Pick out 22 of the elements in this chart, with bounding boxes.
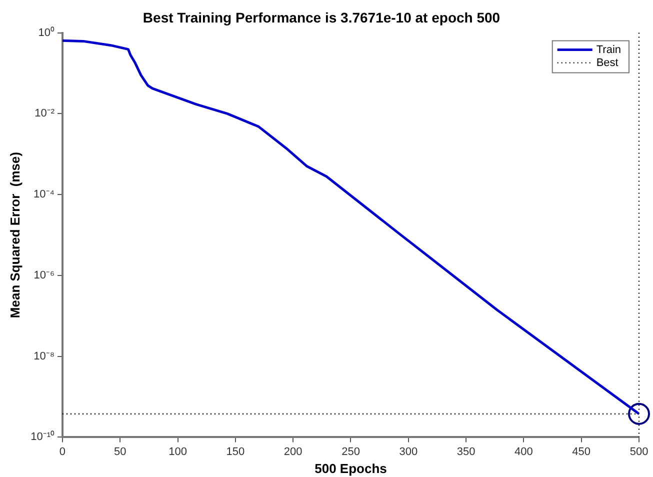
- legend-label: Best: [596, 56, 618, 69]
- x-tick-label: 250: [342, 446, 360, 458]
- x-tick-label: 150: [226, 446, 245, 458]
- x-tick-label: 350: [456, 446, 476, 458]
- x-axis-title: 500 Epochs: [314, 460, 387, 476]
- x-tick-label: 200: [284, 446, 302, 458]
- y-tick-label: 10⁻⁶: [34, 269, 54, 282]
- y-tick-label: 10⁻⁸: [34, 350, 54, 362]
- x-tick-label: 0: [59, 446, 66, 458]
- x-tick-label: 100: [168, 446, 187, 458]
- y-tick-label: 10⁻²: [34, 108, 55, 120]
- y-tick-label: 10⁻⁴: [34, 188, 55, 201]
- legend-label: Train: [596, 44, 622, 56]
- x-tick-label: 500: [630, 446, 648, 458]
- y-axis-title: Mean Squared Error (mse): [7, 152, 22, 318]
- x-tick-label: 300: [399, 446, 418, 458]
- x-tick-label: 400: [514, 446, 533, 458]
- y-tick-label: 10⁰: [38, 26, 54, 39]
- x-tick-label: 450: [572, 446, 591, 458]
- chart-title: Best Training Performance is 3.7671e-10 at epoch 500: [142, 9, 500, 26]
- y-tick-label: 10⁻¹⁰: [30, 430, 54, 444]
- x-tick-label: 50: [114, 446, 126, 458]
